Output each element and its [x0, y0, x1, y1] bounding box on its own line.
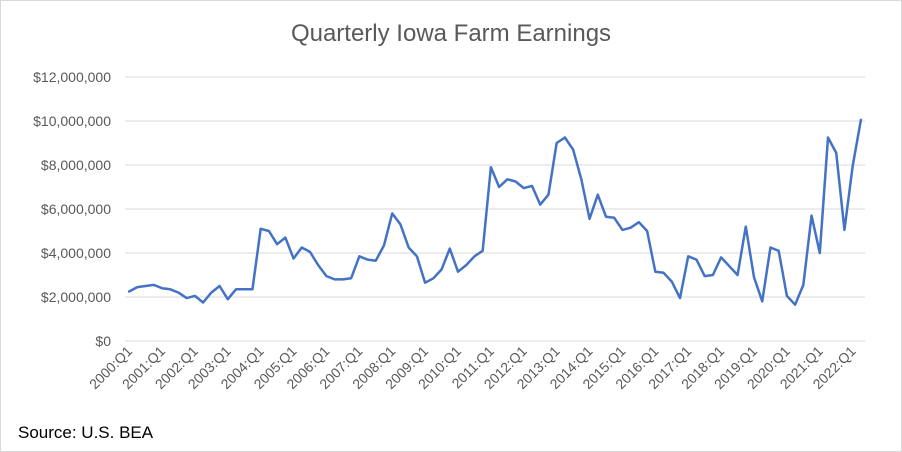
- chart-title: Quarterly Iowa Farm Earnings: [290, 20, 612, 47]
- y-tick-label: $8,000,000: [41, 157, 111, 173]
- gridlines: [125, 76, 865, 342]
- y-tick-label: $4,000,000: [41, 245, 111, 261]
- series-line: [127, 118, 863, 306]
- source-note: Source: U.S. BEA: [18, 423, 154, 442]
- y-axis-tick-labels: $0 $2,000,000 $4,000,000 $6,000,000 $8,000,0…: [33, 69, 111, 349]
- x-axis-tick-labels: 2000:Q12001:Q12002:Q12003:Q12004:Q12005:…: [86, 343, 859, 392]
- y-tick-label: $6,000,000: [41, 201, 111, 217]
- series-group: [127, 118, 863, 306]
- y-tick-label: $12,000,000: [33, 69, 111, 85]
- y-tick-label: $2,000,000: [41, 289, 111, 305]
- y-tick-label: $0: [95, 333, 111, 349]
- y-tick-label: $10,000,000: [33, 113, 111, 129]
